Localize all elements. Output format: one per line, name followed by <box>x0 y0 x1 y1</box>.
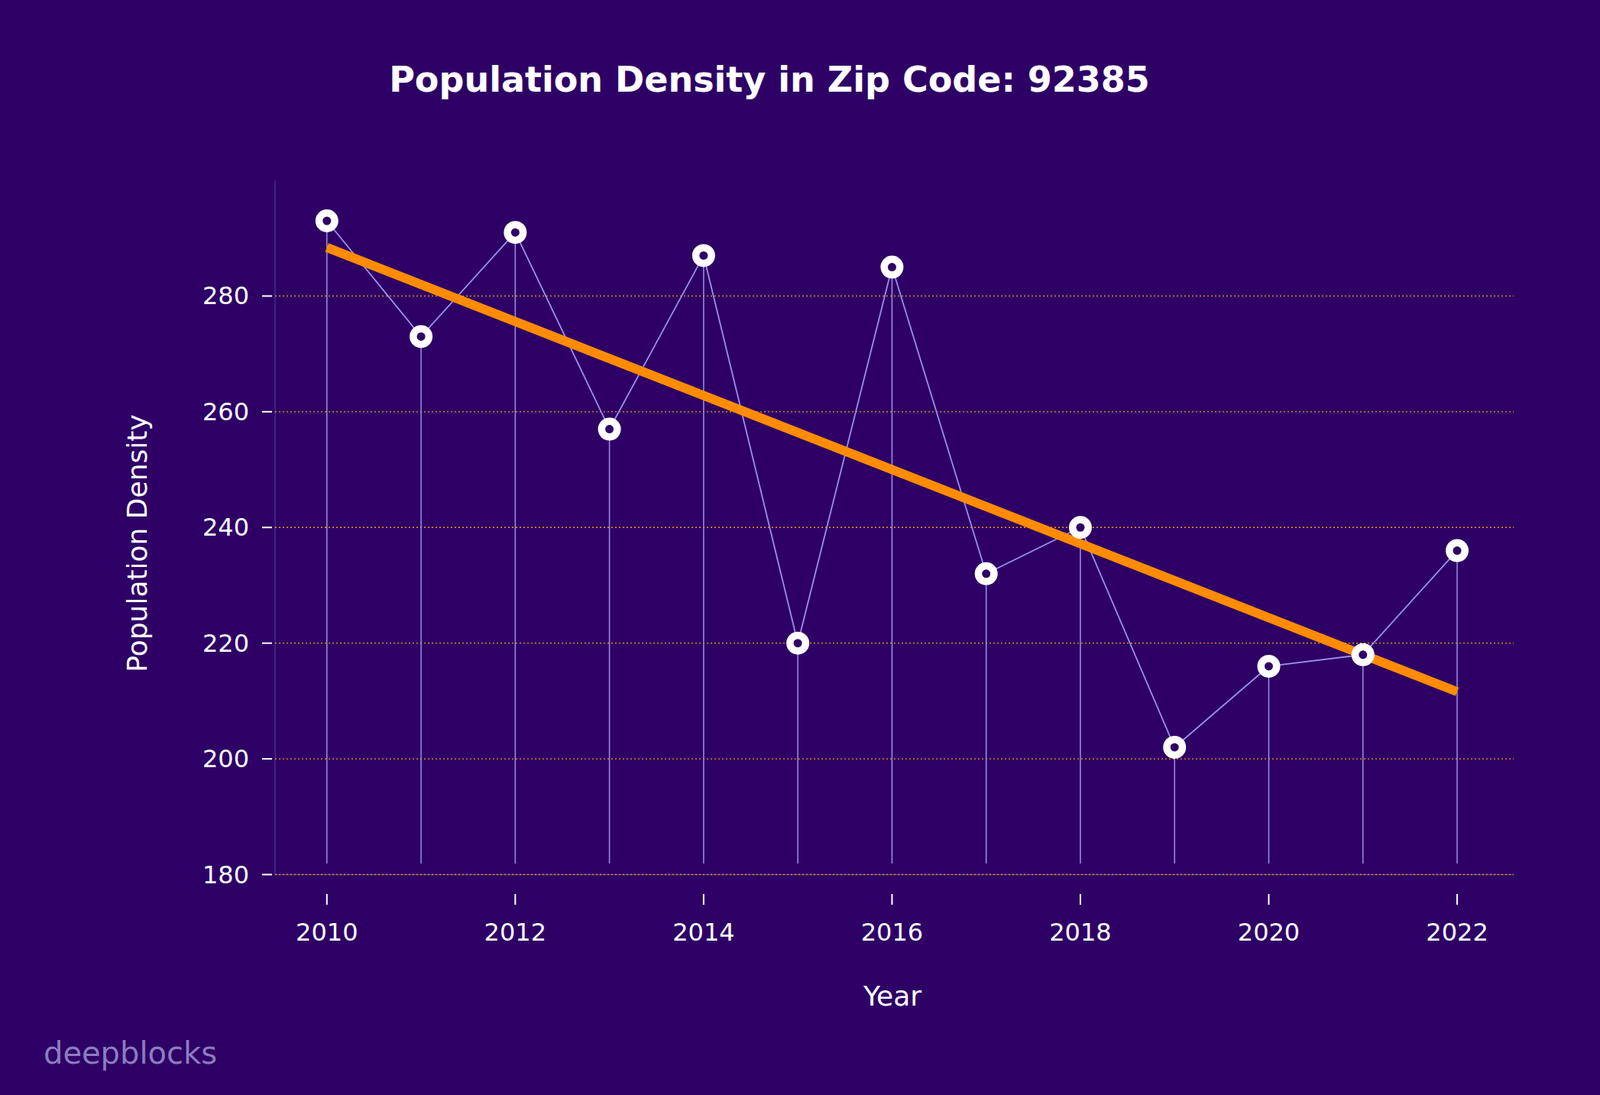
stem <box>514 232 517 864</box>
stem <box>796 643 799 864</box>
marker <box>409 324 433 348</box>
marker <box>598 417 622 441</box>
marker <box>1068 515 1092 539</box>
marker <box>1256 654 1280 678</box>
marker-center <box>887 262 897 272</box>
stem <box>1173 747 1176 864</box>
trend-line <box>327 247 1458 692</box>
data-line <box>327 220 1458 748</box>
marker-center <box>1453 546 1462 555</box>
marker-center <box>1264 661 1273 671</box>
y-tick-label: 180 <box>202 860 250 890</box>
marker-center <box>417 332 426 341</box>
y-tick-label: 200 <box>202 744 250 774</box>
x-tick-label: 2020 <box>1237 917 1300 947</box>
marker <box>880 255 904 279</box>
marker <box>786 631 810 655</box>
watermark: deepblocks <box>43 1035 218 1071</box>
y-tick <box>262 526 273 528</box>
marker <box>692 243 716 267</box>
marker <box>1162 735 1186 759</box>
stem <box>891 267 894 864</box>
x-axis-label: Year <box>862 980 922 1012</box>
stem <box>608 429 611 864</box>
y-tick <box>262 294 273 297</box>
y-tick-label: 260 <box>202 397 250 427</box>
y-tick-label: 280 <box>202 281 250 311</box>
marker-center <box>1358 650 1367 659</box>
y-tick <box>262 757 273 760</box>
x-tick <box>702 893 705 905</box>
marker-center <box>981 569 991 578</box>
grid-line <box>275 527 1514 528</box>
stem <box>702 255 705 864</box>
marker <box>1445 539 1469 563</box>
stem <box>420 336 422 864</box>
x-tick <box>326 893 328 905</box>
y-tick-label: 240 <box>202 512 250 542</box>
stem <box>326 220 328 864</box>
title: Population Density in Zip Code: 92385 <box>388 58 1150 101</box>
stem <box>1079 527 1082 864</box>
chart: 180 200 220 240 260 280 2010 2012 2014 2016 2018 20… <box>0 0 1600 1095</box>
x-tick <box>1267 893 1270 905</box>
stem <box>1456 550 1458 864</box>
y-tick-label: 220 <box>202 628 250 658</box>
x-tick-label: 2012 <box>484 917 547 947</box>
stem <box>985 573 988 864</box>
stem <box>1362 654 1364 864</box>
marker <box>315 209 339 233</box>
x-tick <box>890 893 893 905</box>
marker <box>503 220 527 244</box>
stem <box>1268 666 1270 864</box>
x-tick-label: 2022 <box>1425 917 1488 947</box>
x-tick-label: 2018 <box>1049 917 1111 947</box>
x-axis-line <box>275 874 1514 875</box>
grid-line <box>275 757 1514 759</box>
y-tick <box>262 874 273 876</box>
marker <box>974 562 998 586</box>
y-tick <box>262 642 273 645</box>
marker-center <box>793 638 803 648</box>
grid-line <box>275 874 1514 875</box>
marker <box>1351 643 1375 667</box>
plot-area <box>315 209 1469 864</box>
x-tick-label: 2014 <box>672 917 735 947</box>
y-tick <box>262 411 273 413</box>
background <box>0 0 1600 1095</box>
grid-line <box>275 411 1514 412</box>
x-tick-label: 2016 <box>861 917 924 947</box>
marker-center <box>699 251 708 260</box>
marker-center <box>605 424 614 434</box>
x-tick <box>514 893 516 905</box>
x-tick-label: 2010 <box>295 917 358 947</box>
x-tick <box>1079 893 1082 905</box>
marker-center <box>1170 742 1179 752</box>
marker-center <box>511 228 520 237</box>
marker-center <box>322 216 331 225</box>
marker-center <box>1075 523 1085 532</box>
x-tick <box>1456 893 1458 905</box>
y-axis-label: Population Density <box>121 414 153 672</box>
